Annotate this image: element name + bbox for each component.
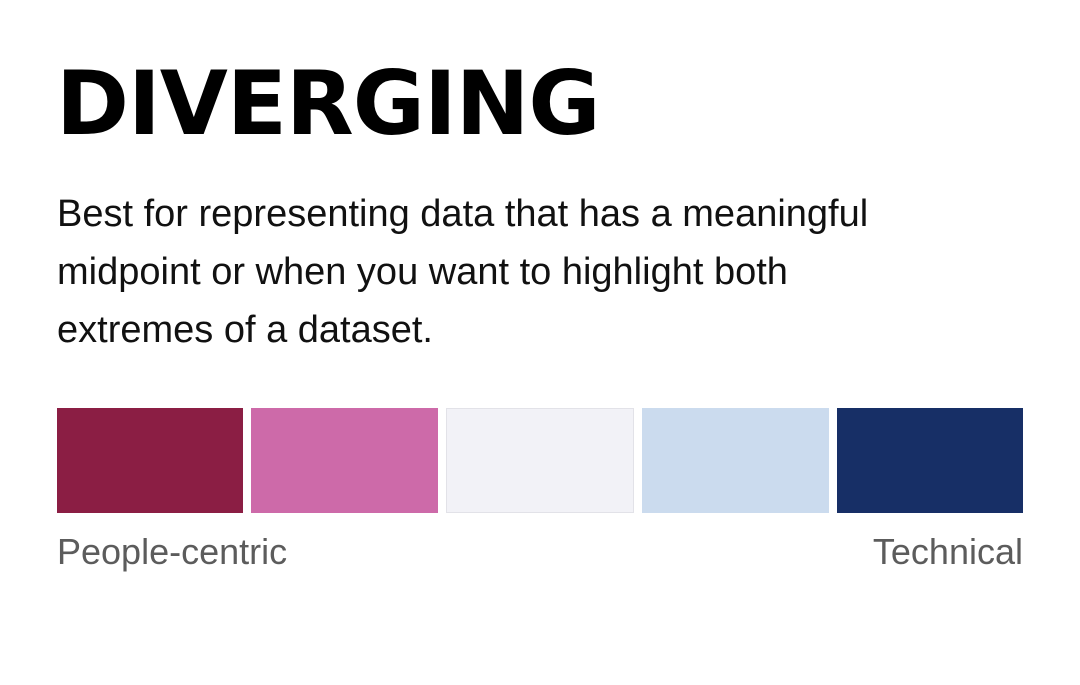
palette-description: Best for representing data that has a me… (57, 193, 869, 351)
swatch-4 (642, 408, 829, 513)
swatch-2 (251, 408, 438, 513)
swatch-3-midpoint (445, 408, 635, 513)
right-extreme-label: Technical (872, 531, 1023, 572)
swatch-5 (836, 408, 1024, 513)
left-extreme-label: People-centric (57, 531, 288, 572)
palette-title: DIVERGING (56, 52, 601, 155)
color-swatch-row (57, 408, 1024, 513)
swatch-1 (57, 408, 244, 513)
